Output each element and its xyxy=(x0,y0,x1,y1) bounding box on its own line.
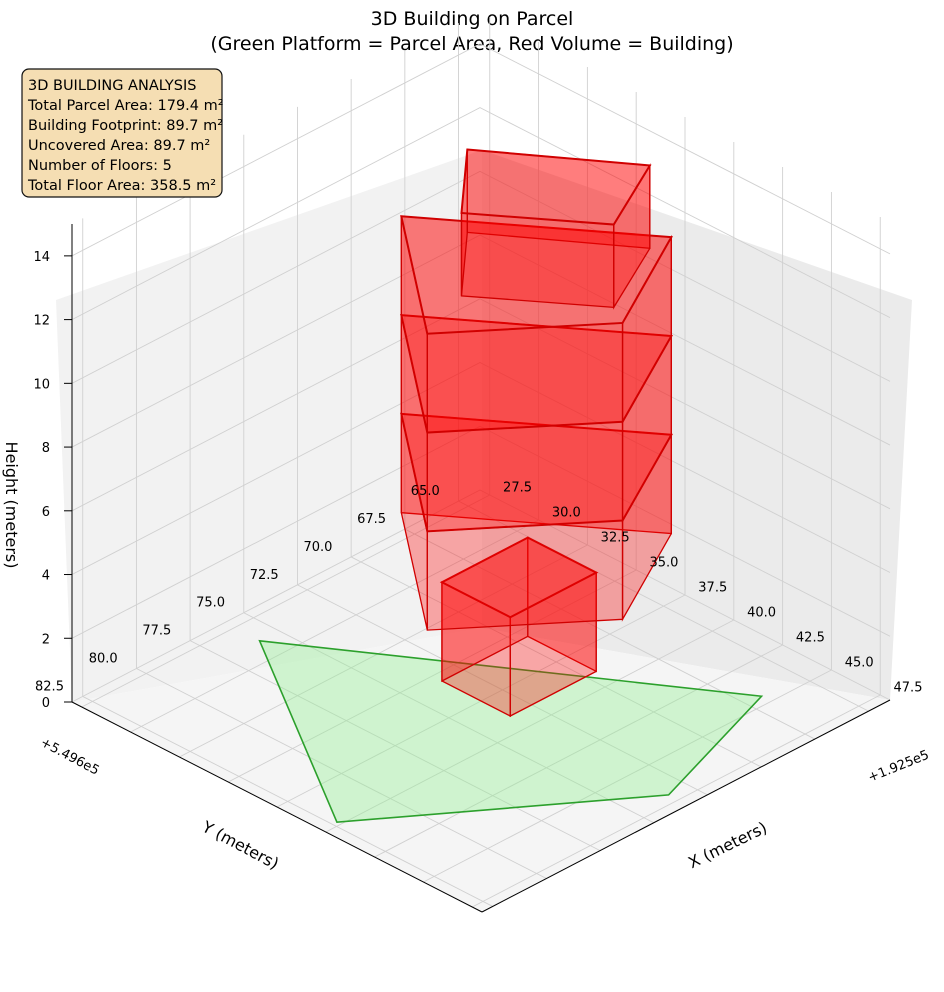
y-tick-label: 80.0 xyxy=(89,652,118,667)
y-tick-label: 72.5 xyxy=(250,568,279,583)
building-roof xyxy=(439,536,599,619)
y-tick-label: 82.5 xyxy=(35,679,64,694)
x-tick-label: 35.0 xyxy=(649,556,678,571)
z-tick-label: 4 xyxy=(42,569,50,584)
chart-subtitle: (Green Platform = Parcel Area, Red Volum… xyxy=(210,33,733,55)
info-line: Uncovered Area: 89.7 m² xyxy=(28,138,210,154)
parcel-platform xyxy=(258,639,764,824)
building-wall xyxy=(460,212,615,309)
info-line: 3D BUILDING ANALYSIS xyxy=(28,78,196,94)
z-tick-label: 2 xyxy=(42,632,50,647)
grid-line-z xyxy=(71,298,891,512)
y-tick-label: 75.0 xyxy=(196,596,225,611)
floor-pane xyxy=(72,628,890,912)
info-line: Building Footprint: 89.7 m² xyxy=(28,118,223,134)
grid-line-z xyxy=(71,234,891,448)
building-level xyxy=(400,412,673,631)
building-wall xyxy=(426,322,624,434)
grid-line-z xyxy=(71,425,891,639)
tick-labels: 27.5 30.0 32.5 35.0 37.5 40.0 42.5 45.0 47.5 65.0… xyxy=(33,250,922,711)
axes xyxy=(71,224,891,913)
back-left-pane xyxy=(56,150,482,702)
info-line: Total Floor Area: 358.5 m² xyxy=(27,178,216,194)
y-tick-label: 65.0 xyxy=(411,484,440,499)
building-level xyxy=(460,148,652,310)
building-level xyxy=(439,536,599,718)
z-tick-label: 12 xyxy=(33,314,50,329)
y-axis-line xyxy=(71,701,483,913)
z-tick-label: 14 xyxy=(33,250,50,265)
x-offset-label: +1.925e5 xyxy=(866,748,931,786)
y-offset-label: +5.496e5 xyxy=(38,735,102,778)
z-tick-label: 6 xyxy=(42,505,50,520)
chart-title: 3D Building on Parcel xyxy=(371,8,574,30)
y-tick-label: 77.5 xyxy=(142,624,171,639)
building-volume xyxy=(400,148,673,718)
grid-lines xyxy=(71,17,891,908)
info-box: 3D BUILDING ANALYSIS Total Parcel Area: … xyxy=(21,68,224,198)
info-line: Total Parcel Area: 179.4 m² xyxy=(27,98,224,114)
z-tick-label: 10 xyxy=(33,377,50,392)
info-box-background xyxy=(21,68,223,198)
grid-line-z xyxy=(71,170,891,384)
grid-line-z xyxy=(71,362,891,575)
building-roof xyxy=(460,148,652,226)
x-tick-label: 47.5 xyxy=(894,681,923,696)
parcel-polygon xyxy=(258,639,764,824)
x-tick-label: 42.5 xyxy=(796,631,825,646)
z-tick-label: 0 xyxy=(42,696,50,711)
y-tick-label: 70.0 xyxy=(303,540,332,555)
z-axis-label: Height (meters) xyxy=(2,442,21,569)
z-tick-label: 8 xyxy=(42,441,50,456)
y-tick-label: 67.5 xyxy=(357,512,386,527)
building-wall xyxy=(426,421,624,533)
x-tick-label: 45.0 xyxy=(845,656,874,671)
info-line: Number of Floors: 5 xyxy=(28,158,172,174)
x-axis-line xyxy=(481,699,891,913)
x-tick-label: 32.5 xyxy=(601,531,630,546)
y-axis-label: Y (meters) xyxy=(198,817,282,874)
building-roof xyxy=(400,215,673,335)
x-tick-label: 37.5 xyxy=(698,581,727,596)
building-level xyxy=(400,313,673,533)
grid-line-z xyxy=(71,107,891,320)
x-tick-label: 40.0 xyxy=(747,606,776,621)
back-right-pane xyxy=(482,150,912,700)
building-wall xyxy=(426,519,624,631)
x-tick-label: 27.5 xyxy=(503,481,532,496)
x-axis-label: X (meters) xyxy=(685,818,770,872)
x-tick-label: 30.0 xyxy=(552,506,581,521)
grid-line-z xyxy=(71,489,891,703)
